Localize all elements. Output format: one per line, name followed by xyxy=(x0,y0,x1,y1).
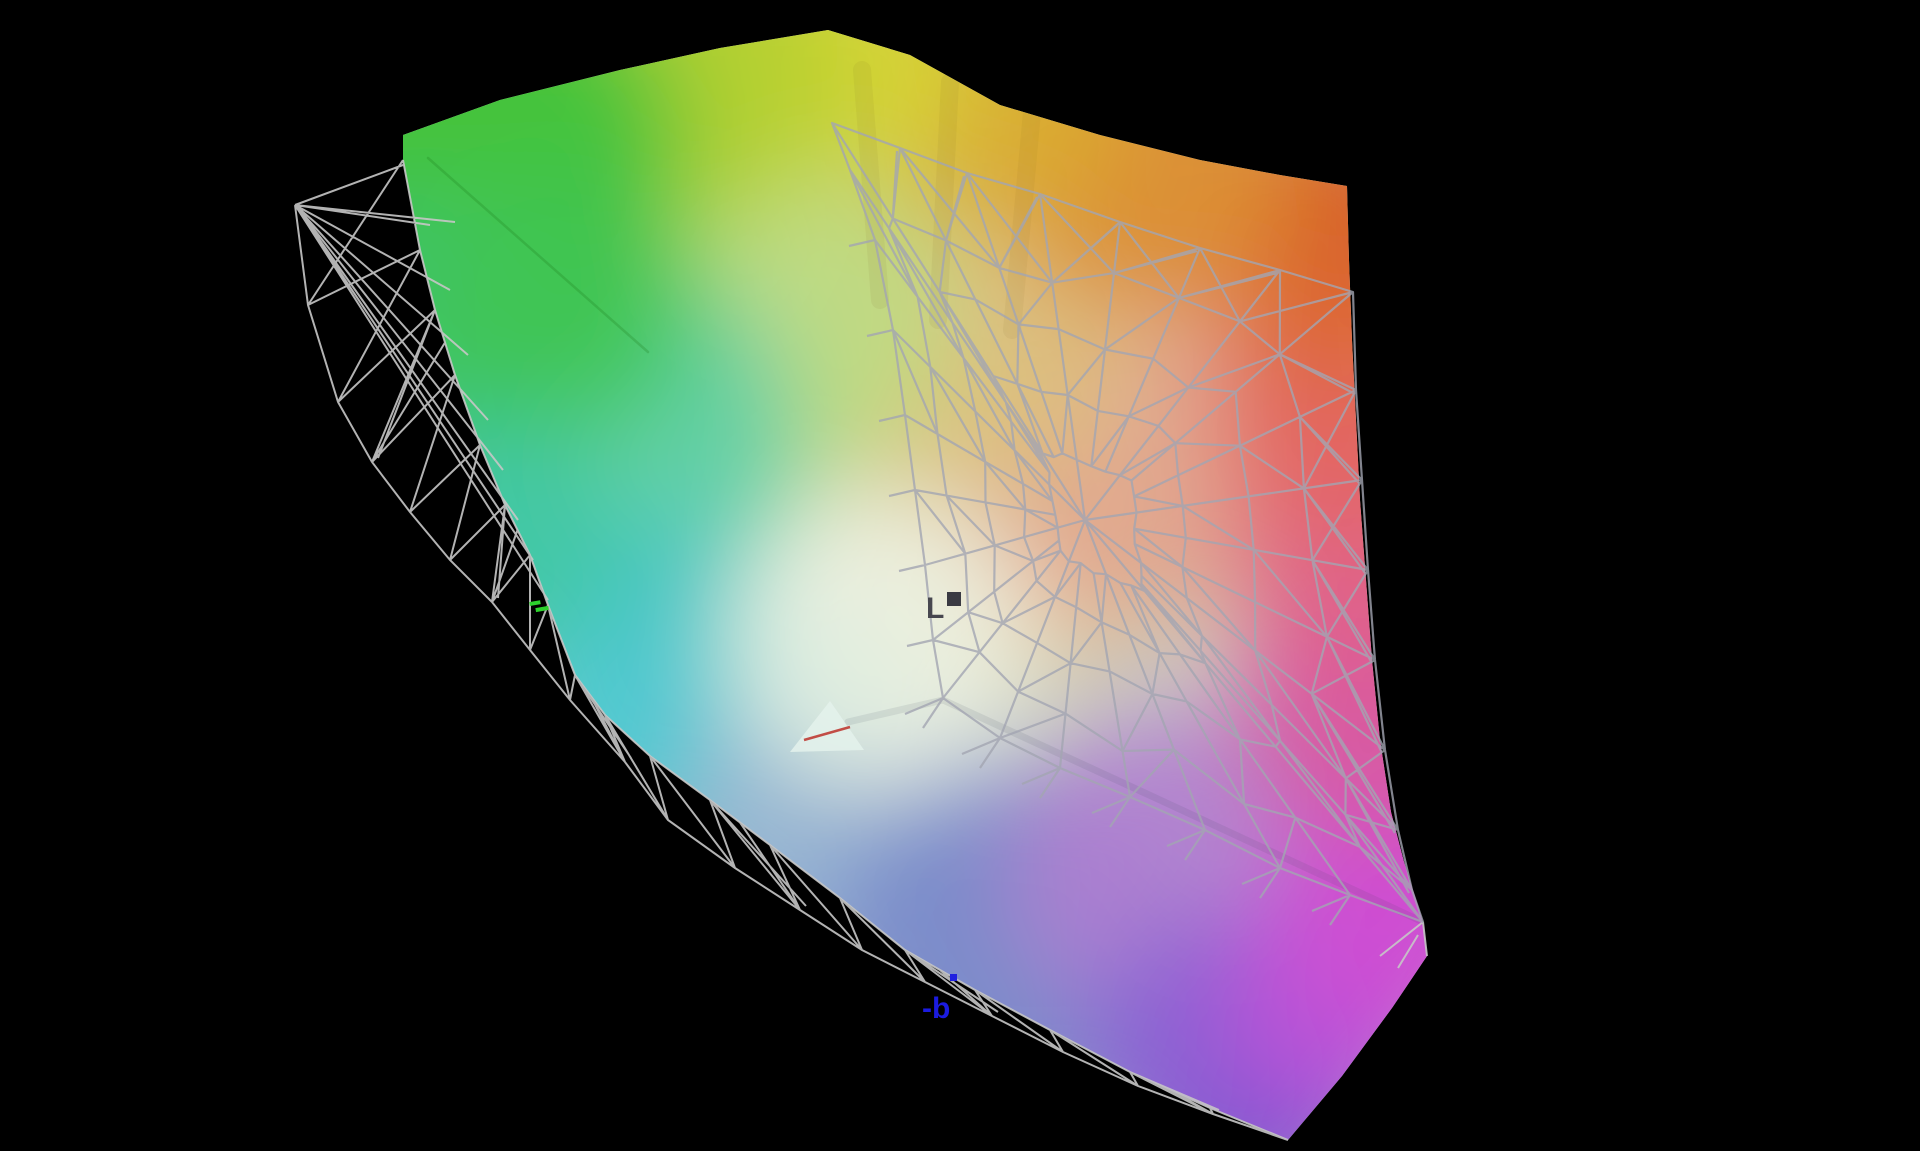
facet-edge xyxy=(1003,103,1041,339)
axis-label-L: L xyxy=(926,592,944,625)
fold-red-edge xyxy=(803,725,851,742)
L-axis-marker xyxy=(947,592,961,606)
reference-gamut-wireframe-outline xyxy=(294,159,1428,1141)
facet-edge xyxy=(426,156,650,354)
minus-b-axis-marker xyxy=(950,974,957,981)
axis-label-minus-b: -b xyxy=(922,992,950,1025)
reference-gamut-wireframe-web xyxy=(830,121,1425,926)
facet-edge xyxy=(844,696,1427,926)
axis-label-a xyxy=(529,600,549,613)
